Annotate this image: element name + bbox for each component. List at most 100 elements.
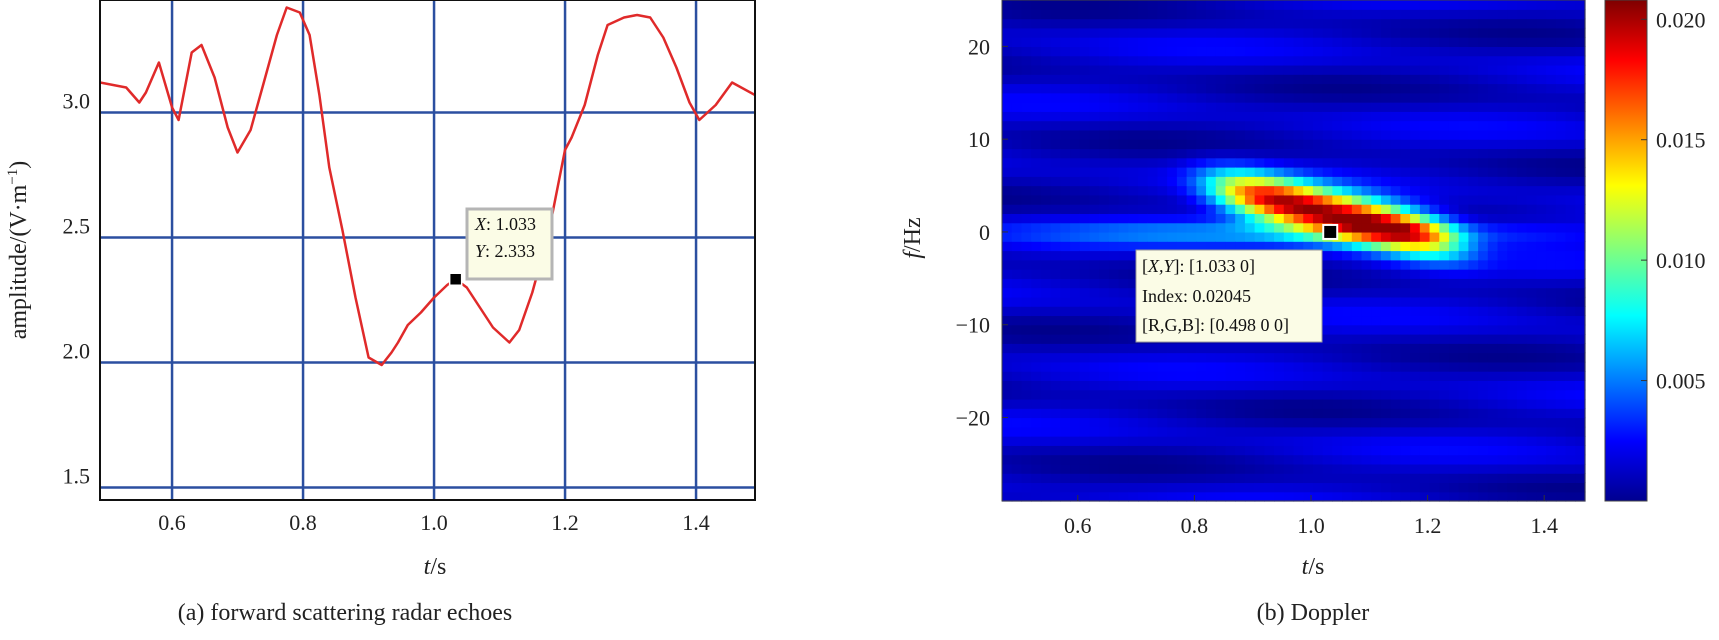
heatmap-cell [1021,417,1032,428]
heatmap-cell [1070,83,1081,94]
heatmap-cell [1244,473,1256,484]
heatmap-cell [1342,222,1353,233]
heatmap-cell [1021,250,1032,261]
heatmap-cell [1332,213,1343,224]
heatmap-cell [1468,46,1479,57]
heatmap-cell [1361,334,1372,344]
heatmap-cell [1176,102,1188,112]
heatmap-cell [1138,343,1149,354]
heatmap-cell [1419,111,1431,122]
heatmap-cell [1031,389,1042,400]
heatmap-cell [1002,371,1013,381]
heatmap-cell [1031,148,1042,159]
heatmap-cell [1322,74,1333,85]
heatmap-cell [1497,491,1508,502]
heatmap-cell [1332,194,1343,205]
heatmap-cell [1128,0,1139,10]
heatmap-cell [1439,417,1450,428]
heatmap-cell [1264,445,1275,456]
heatmap-cell [1235,55,1246,66]
heatmap-cell [1478,334,1489,344]
heatmap-cell [1002,157,1013,168]
heatmap-cell [1565,111,1576,122]
heatmap-cell [1478,426,1489,437]
heatmap-cell [1507,417,1518,428]
heatmap-cell [1079,92,1091,103]
heatmap-cell [1060,194,1071,205]
heatmap-cell [1507,259,1518,270]
heatmap-cell [1439,324,1450,335]
heatmap-cell [1128,315,1139,326]
heatmap-cell [1332,278,1343,289]
heatmap-cell [1274,445,1285,456]
heatmap-cell [1021,361,1032,372]
heatmap-cell [1332,148,1343,159]
heatmap-cell [1458,194,1469,205]
heatmap-cell [1575,287,1586,298]
heatmap-cell [1283,241,1295,252]
heatmap-cell [1011,315,1023,326]
heatmap-cell [1108,157,1120,168]
heatmap-cell [1031,436,1042,446]
heatmap-cell [1380,482,1392,493]
heatmap-cell [1021,64,1032,75]
heatmap-cell [1254,55,1265,66]
heatmap-cell [1031,380,1042,391]
heatmap-cell [1312,83,1324,94]
echo-datatip[interactable]: X: 1.033 Y: 2.333 [465,207,554,281]
heatmap-cell [1021,436,1032,446]
heatmap-cell [1040,491,1052,502]
heatmap-cell [1439,185,1450,196]
heatmap-cell [1021,46,1032,57]
heatmap-cell [1186,120,1197,131]
heatmap-cell [1419,324,1431,335]
heatmap-cell [1011,389,1023,400]
heatmap-cell [1410,278,1421,289]
heatmap-cell [1507,482,1518,493]
heatmap-cell [1380,398,1392,409]
heatmap-cell [1002,194,1013,205]
heatmap-cell [1050,194,1061,205]
heatmap-cell [1507,37,1518,47]
heatmap-cell [1536,269,1547,279]
heatmap-cell [1118,259,1129,270]
heatmap-cell [1031,64,1042,75]
heatmap-cell [1555,111,1567,122]
heatmap-cell [1283,194,1295,205]
heatmap-cell [1002,9,1013,20]
heatmap-cell [1283,0,1295,10]
doppler-datatip-marker[interactable] [1322,223,1339,240]
heatmap-cell [1050,167,1061,177]
heatmap-cell [1419,269,1431,279]
doppler-datatip[interactable]: [X,Y]: [1.033 0] Index: 0.02045 [R,G,B]:… [1135,249,1323,343]
heatmap-cell [1507,176,1518,187]
heatmap-cell [1410,491,1421,502]
echo-datatip-marker[interactable] [448,272,463,286]
heatmap-cell [1410,64,1421,75]
heatmap-cell [1448,83,1460,94]
heatmap-cell [1342,27,1353,38]
heatmap-cell [1215,129,1227,140]
heatmap-cell [1138,0,1149,10]
heatmap-cell [1244,454,1256,465]
heatmap-cell [1157,213,1168,224]
heatmap-cell [1332,315,1343,326]
heatmap-cell [1274,111,1285,122]
heatmap-cell [1526,491,1538,502]
heatmap-cell [1157,92,1168,103]
heatmap-cell [1021,27,1032,38]
doppler-y-tick-label: −10 [956,313,990,338]
heatmap-cell [1371,241,1382,252]
heatmap-cell [1322,111,1333,122]
heatmap-cell [1516,463,1528,474]
heatmap-cell [1040,111,1052,122]
heatmap-cell [1244,64,1256,75]
heatmap-cell [1322,278,1333,289]
heatmap-cell [1040,259,1052,270]
heatmap-cell [1555,417,1567,428]
heatmap-cell [1342,426,1353,437]
heatmap-cell [1380,222,1392,233]
heatmap-cell [1322,83,1333,94]
heatmap-cell [1060,46,1071,57]
heatmap-cell [1371,55,1382,66]
